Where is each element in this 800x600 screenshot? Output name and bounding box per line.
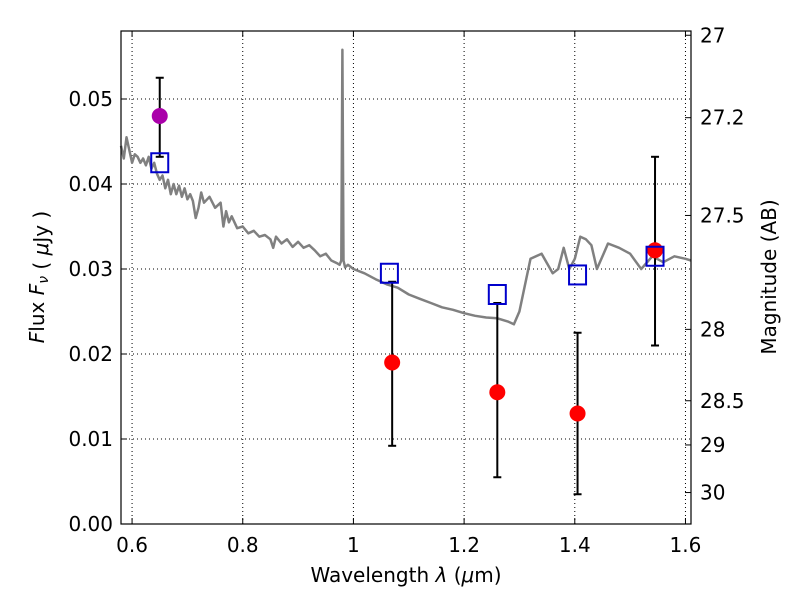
y-tick-label: 0.00 [68,512,113,536]
axes: 0.6 0.8 1 1.2 1.4 1.6 0.00 0.01 0.02 0.03 0.04 0.05… [68,23,744,557]
y-tick-label: 0.04 [68,172,113,196]
plot-area [119,48,692,496]
x-tick-label: 1.2 [448,533,480,557]
x-tick-label: 1.6 [670,533,702,557]
data-point [647,242,664,259]
data-point [489,384,506,401]
magnitude-tick-label: 30 [700,481,725,505]
magnitude-tick-label: 28.5 [700,389,745,413]
y-tick-label: 0.01 [68,427,113,451]
magnitude-tick-label: 27.2 [700,106,745,130]
model-flux-square [645,245,665,267]
model-flux-square [379,262,399,284]
magnitude-tick-label: 29 [700,433,725,457]
plot-frame [120,30,692,525]
x-axis-title: Wavelength λ (μm) [310,563,501,587]
y-axis-title: Flux Fν ( μJy ) [25,211,53,344]
x-tick-label: 1.4 [559,533,591,557]
model-flux-square [150,152,170,174]
sed-model-line [119,48,692,326]
model-flux-square [487,284,507,305]
y-tick-label: 0.05 [68,87,113,111]
data-point [384,354,401,371]
x-tick-label: 0.6 [116,533,148,557]
y-tick-label: 0.03 [68,257,113,281]
x-tick-label: 0.8 [227,533,259,557]
magnitude-axis-title: Magnitude (AB) [757,199,781,354]
magnitude-tick-label: 27.5 [700,203,745,227]
magnitude-tick-label: 28 [700,317,725,341]
grid [121,31,691,525]
x-tick-label: 1 [347,533,360,557]
model-flux-square [568,264,588,286]
data-point [569,405,586,422]
data-point [151,108,168,124]
y-tick-label: 0.02 [68,342,113,366]
magnitude-tick-label: 27 [700,23,725,47]
